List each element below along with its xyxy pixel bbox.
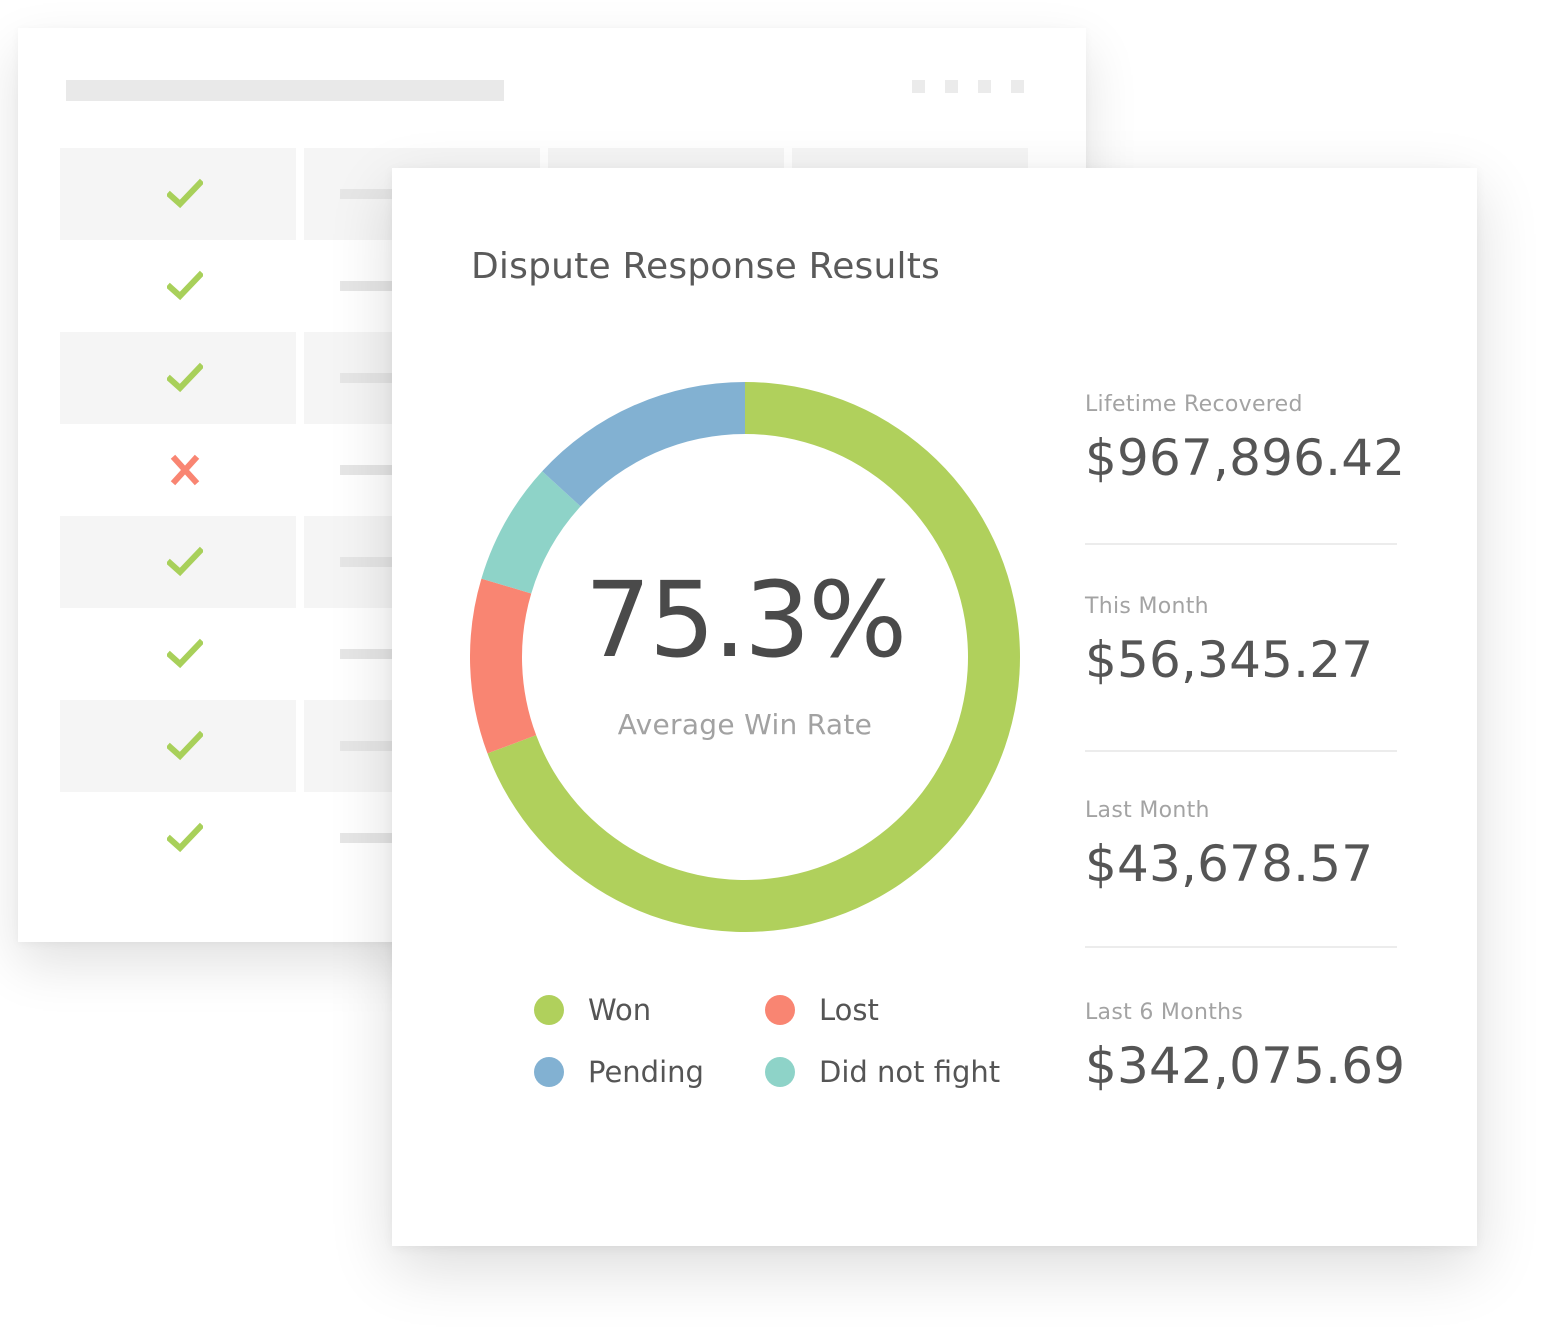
pagination-dot[interactable] [945,80,958,93]
donut-slice-did-not-fight[interactable] [481,471,581,594]
check-icon [167,638,203,669]
win-rate-label: Average Win Rate [617,708,873,741]
check-icon [167,270,203,301]
legend-item-lost: Lost [765,990,879,1030]
stat-label: Last 6 Months [1085,1000,1244,1025]
legend-label: Won [588,993,652,1027]
pagination-dot[interactable] [912,80,925,93]
donut-svg [470,382,1020,932]
legend-item-pending: Pending [534,1052,704,1092]
donut-slice-pending[interactable] [542,382,745,507]
status-cell [60,608,296,700]
stat-label: This Month [1085,594,1209,619]
status-cell [60,240,296,332]
legend-item-did-not-fight: Did not fight [765,1052,1000,1092]
legend-dot-lost [765,995,795,1025]
dispute-results-card: Dispute Response Results 75.3% Average W… [392,168,1477,1246]
legend-dot-pending [534,1057,564,1087]
cross-icon [170,454,200,486]
stat-divider [1085,750,1397,752]
status-cell [60,516,296,608]
table-title-placeholder [66,80,504,101]
pagination-dot[interactable] [978,80,991,93]
win-rate-donut-chart: 75.3% Average Win Rate [470,382,1020,932]
stat-value: $342,075.69 [1085,1037,1406,1095]
check-icon [167,362,203,393]
legend-dot-did-not-fight [765,1057,795,1087]
stat-label: Last Month [1085,798,1210,823]
status-cell [60,148,296,240]
legend-item-won: Won [534,990,651,1030]
win-rate-value: 75.3% [584,559,907,681]
status-cell [60,332,296,424]
stat-value: $56,345.27 [1085,631,1374,689]
legend-label: Lost [819,993,879,1027]
stat-value: $43,678.57 [1085,835,1374,893]
legend-label: Did not fight [819,1055,1001,1089]
pagination-dots[interactable] [912,80,1024,93]
check-icon [167,730,203,761]
status-cell [60,792,296,884]
check-icon [167,822,203,853]
status-cell [60,424,296,516]
stat-this-month: This Month $56,345.27 [1085,594,1397,689]
stat-lifetime-recovered: Lifetime Recovered $967,896.42 [1085,392,1406,487]
stat-value: $967,896.42 [1085,429,1406,487]
legend-dot-won [534,995,564,1025]
status-cell [60,700,296,792]
pagination-dot[interactable] [1011,80,1024,93]
donut-slice-lost[interactable] [470,578,537,754]
check-icon [167,546,203,577]
card-title: Dispute Response Results [471,246,940,287]
stat-last-6-months: Last 6 Months $342,075.69 [1085,1000,1406,1095]
stat-divider [1085,543,1397,545]
check-icon [167,178,203,209]
stat-last-month: Last Month $43,678.57 [1085,798,1397,893]
legend-label: Pending [588,1055,704,1089]
stat-divider [1085,946,1397,948]
stat-label: Lifetime Recovered [1085,392,1303,417]
